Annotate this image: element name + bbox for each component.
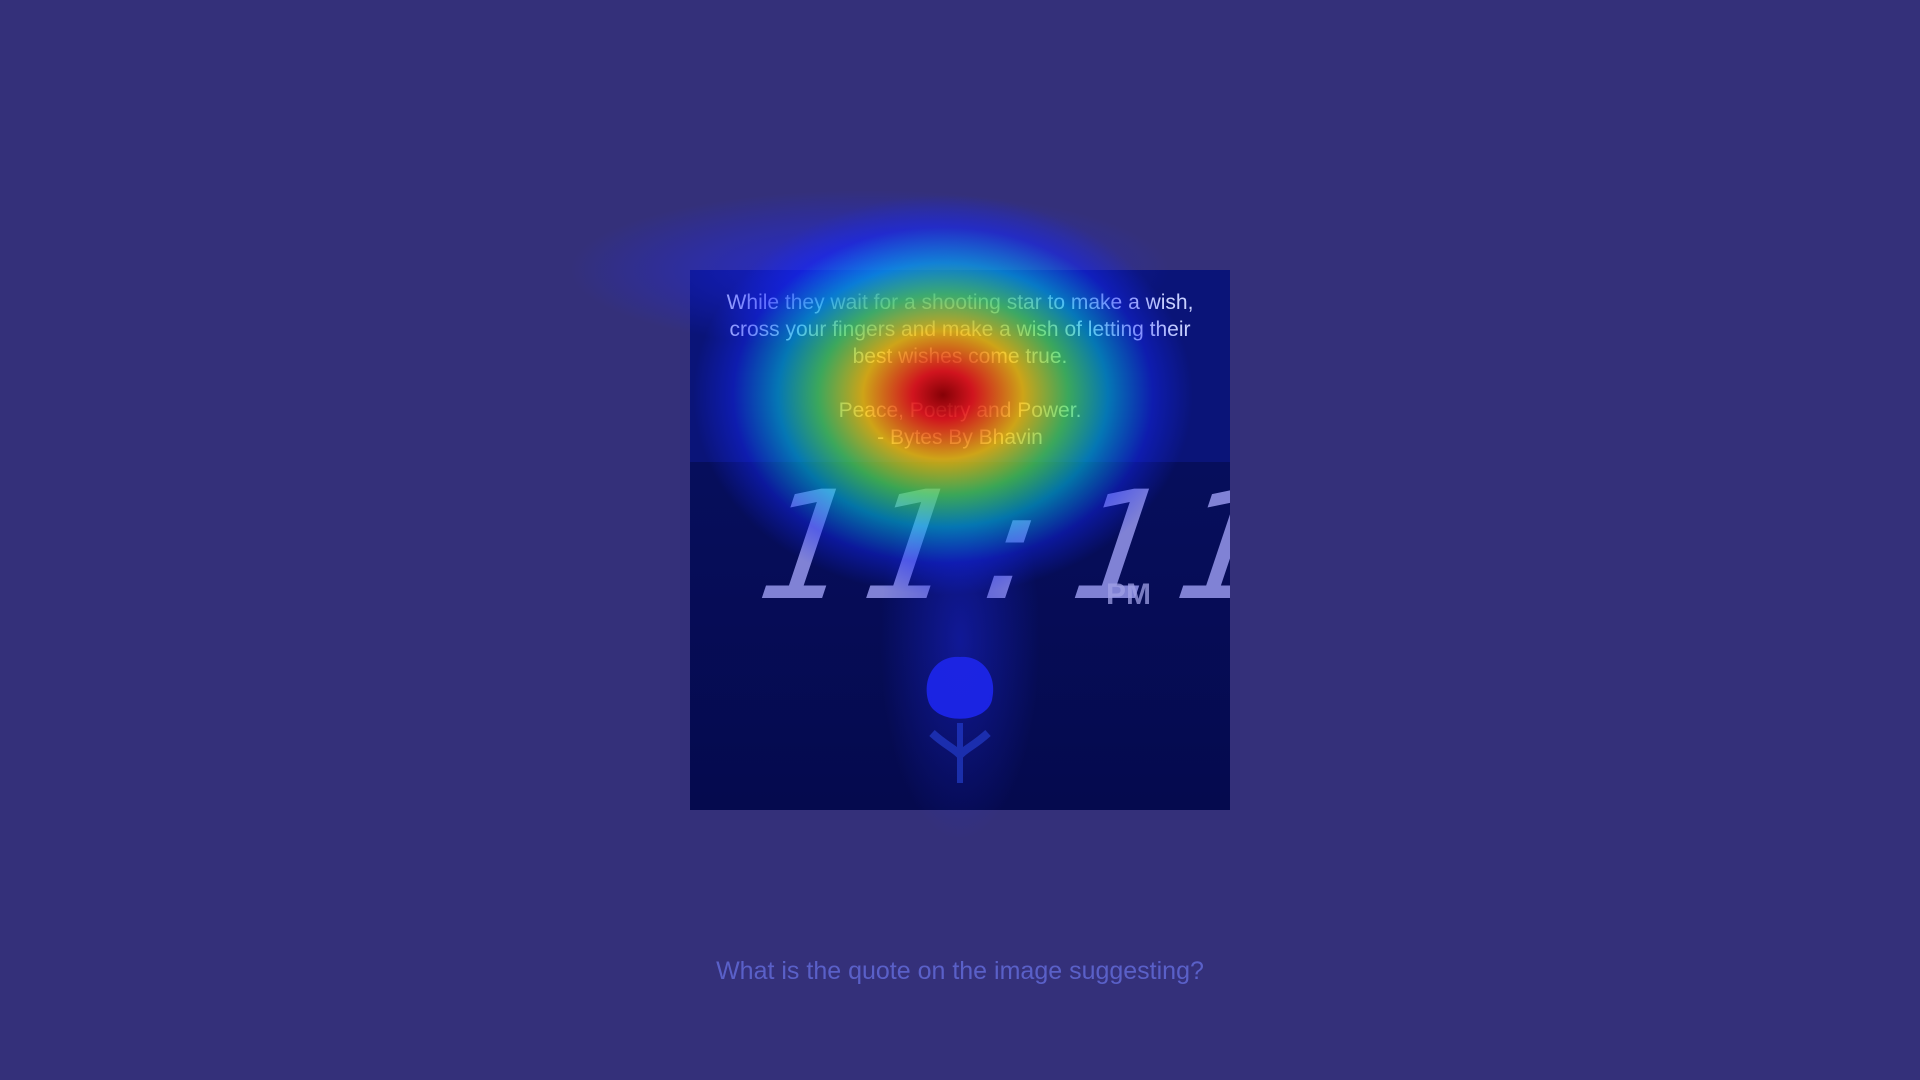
clock-time: 11:11	[747, 460, 1230, 634]
question: What is the quote on the image suggestin…	[716, 957, 1204, 985]
quote-line: While they wait for a shooting star to m…	[726, 291, 1194, 314]
quote-line: best wishes come true.	[852, 345, 1068, 368]
quote-line: cross your fingers and make a wish of le…	[729, 318, 1191, 341]
signature-line: Peace, Poetry and Power.	[838, 399, 1082, 422]
tulip-icon	[926, 656, 994, 783]
clock-period: PM	[1106, 578, 1151, 611]
signature-line: - Bytes By Bhavin	[877, 426, 1043, 449]
image: While they wait for a shooting star to m…	[690, 270, 1230, 810]
